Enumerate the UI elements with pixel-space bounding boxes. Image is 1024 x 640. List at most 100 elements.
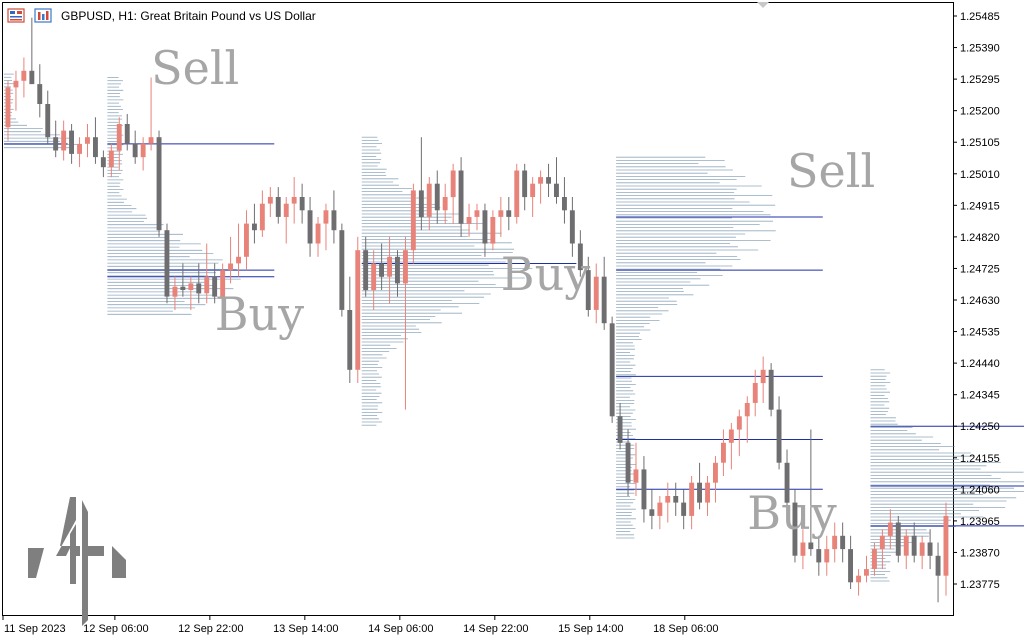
candle-body	[879, 535, 885, 550]
candle-body	[530, 183, 536, 197]
candle-body	[864, 569, 869, 576]
chart-title: GBPUSD, H1: Great Britain Pound vs US Do…	[61, 9, 316, 23]
candle-body	[673, 496, 679, 503]
candle-body	[800, 542, 806, 556]
candle	[490, 210, 496, 251]
price-tick-label: 1.24820	[960, 232, 1000, 244]
price-tick-label: 1.23775	[960, 579, 1000, 591]
candle-body	[355, 250, 361, 370]
candle	[514, 163, 520, 224]
candle	[188, 276, 194, 310]
candle	[569, 197, 575, 257]
candle-body	[275, 197, 281, 217]
candle	[697, 462, 702, 510]
candle-body	[554, 183, 559, 197]
chart-shift-marker-icon[interactable]	[757, 2, 769, 8]
candle-body	[911, 535, 917, 556]
candle	[156, 130, 162, 237]
candle-body	[13, 80, 19, 88]
candle-body	[562, 197, 567, 211]
price-tick-label: 1.25485	[960, 11, 1000, 23]
price-tick-label: 1.23965	[960, 516, 1000, 528]
candle	[681, 489, 687, 530]
candle-body	[61, 130, 67, 151]
depth-of-market-icon[interactable]	[34, 8, 52, 23]
candle	[506, 197, 512, 231]
candle	[617, 403, 623, 450]
candle	[212, 263, 218, 304]
candle	[196, 263, 202, 304]
candle	[760, 356, 766, 403]
candle	[721, 429, 726, 476]
candle	[275, 187, 281, 224]
time-axis[interactable]: 11 Sep 2023 12 Sep 06:00 12 Sep 22:00 13 Se…	[2, 615, 719, 635]
candle-body	[244, 223, 249, 257]
candle	[21, 57, 27, 98]
candle-body	[29, 70, 35, 85]
candle	[625, 429, 631, 496]
one-click-trading-icon[interactable]	[7, 8, 25, 23]
candle-body	[93, 137, 98, 158]
candle	[911, 522, 917, 563]
candle-body	[649, 509, 655, 516]
candle	[29, 17, 35, 85]
candle-body	[776, 409, 782, 463]
candle	[315, 217, 321, 257]
candle	[267, 187, 273, 217]
candle-body	[69, 130, 74, 154]
candle-body	[736, 416, 742, 430]
candle	[927, 529, 933, 570]
candle-body	[331, 210, 337, 231]
candle-body	[943, 515, 949, 576]
candle-body	[45, 104, 51, 138]
candle-body	[307, 210, 313, 244]
candle	[601, 256, 607, 330]
time-tick-label: 15 Sep 14:00	[558, 623, 623, 635]
candle	[371, 250, 377, 310]
candle	[132, 130, 138, 164]
candle-body	[728, 429, 734, 443]
candle-body	[164, 230, 170, 297]
candle-body	[291, 197, 297, 204]
candle	[220, 263, 226, 310]
candle-body	[220, 270, 226, 297]
candle-body	[53, 137, 59, 151]
price-tick-label: 1.25010	[960, 169, 1000, 181]
candle	[323, 203, 329, 251]
candle-body	[21, 70, 27, 81]
price-axis[interactable]: 1.25485 1.25390 1.25295 1.25200 1.25105 1.250…	[953, 11, 1000, 591]
candle	[395, 250, 400, 297]
candle-body	[792, 502, 798, 556]
candle	[649, 489, 655, 530]
candle-body	[474, 210, 480, 217]
candle	[180, 263, 186, 297]
candle	[307, 197, 313, 257]
time-tick-label: 18 Sep 06:00	[653, 623, 718, 635]
time-tick-label: 12 Sep 06:00	[83, 623, 148, 635]
candle-body	[37, 84, 43, 104]
candle	[387, 236, 392, 304]
candle	[848, 535, 853, 589]
candle-body	[77, 143, 82, 154]
candle	[474, 203, 480, 231]
candle	[244, 210, 249, 271]
candle	[37, 64, 43, 118]
time-tick-label: 12 Sep 22:00	[178, 623, 243, 635]
candle-body	[832, 535, 838, 550]
candle-body	[705, 482, 710, 503]
candle	[728, 422, 734, 470]
price-tick-label: 1.25105	[960, 137, 1000, 149]
candle	[61, 120, 67, 161]
candle	[824, 535, 830, 576]
candle	[53, 120, 59, 158]
candle-body	[872, 549, 877, 569]
candle	[403, 236, 408, 410]
candle	[434, 170, 440, 224]
candle	[442, 183, 448, 224]
candle	[172, 276, 178, 310]
time-tick-label: 14 Sep 06:00	[368, 623, 433, 635]
candle	[291, 177, 297, 224]
candle-body	[450, 170, 456, 198]
